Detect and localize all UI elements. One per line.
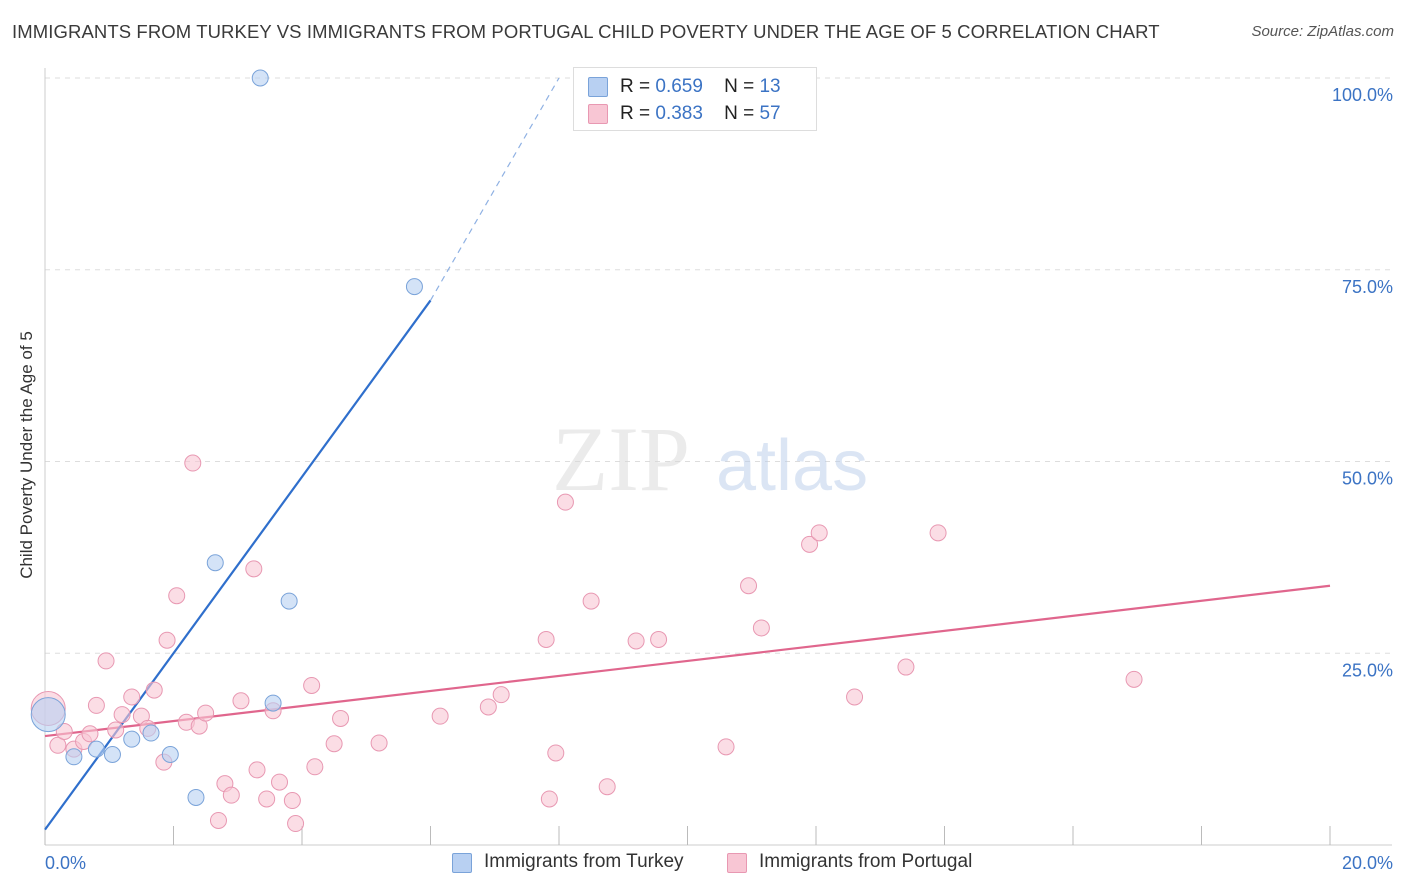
turkey-trend-line [44,299,432,831]
turkey-point [142,724,160,742]
turkey-n-label: N = [724,76,755,97]
portugal-point [325,735,343,753]
portugal-trend-line [44,584,1331,738]
portugal-point [929,524,947,542]
turkey-point [405,278,423,296]
portugal-point [232,692,250,710]
portugal-point [113,706,131,724]
turkey-n-value: 13 [759,76,781,97]
watermark: ZIP atlas [552,408,868,510]
portugal-point [271,773,289,791]
x-tick-label: 0.0% [45,853,86,873]
portugal-point [479,698,497,716]
x-tick-label: 20.0% [1342,853,1393,873]
portugal-point [717,738,735,756]
portugal-point [209,811,227,829]
correlation-legend: R = 0.659 N = 13 R = 0.383 N = 57 [573,67,817,131]
turkey-point [65,748,83,766]
portugal-point [245,560,263,578]
bottom-turkey-label: Immigrants from Turkey [484,851,684,872]
portugal-point [547,744,565,762]
y-tick-label: 50.0% [1342,469,1393,489]
portugal-point [370,734,388,752]
y-axis-label: Child Poverty Under the Age of 5 [17,331,36,579]
portugal-point [49,736,67,754]
bottom-turkey-swatch [452,853,472,873]
portugal-point [431,707,449,725]
axes [44,68,1392,846]
turkey-point [123,730,141,748]
portugal-point [537,630,555,648]
portugal-point [87,696,105,714]
trend-lines [44,77,1331,831]
portugal-point [197,704,215,722]
portugal-point [810,524,828,542]
portugal-point [287,815,305,833]
portugal-n-label: N = [724,103,755,124]
portugal-point [598,778,616,796]
grid-lines [45,77,1392,654]
bottom-portugal-label: Immigrants from Portugal [759,851,973,872]
portugal-points [30,454,1143,833]
turkey-point [187,788,205,806]
portugal-r-value: 0.383 [655,103,703,124]
portugal-point [897,658,915,676]
portugal-point [222,786,240,804]
bottom-portugal-swatch [727,853,747,873]
turkey-point [280,592,298,610]
turkey-point [30,697,66,733]
portugal-point [627,632,645,650]
portugal-point [752,619,770,637]
portugal-point [306,758,324,776]
portugal-point [55,722,73,740]
turkey-point [87,740,105,758]
portugal-n-value: 57 [759,103,781,124]
portugal-point [650,630,668,648]
y-tick-label: 100.0% [1332,85,1393,105]
portugal-point [740,577,758,595]
portugal-point [158,631,176,649]
portugal-point [145,681,163,699]
portugal-point [801,535,819,553]
turkey-points [30,69,423,806]
y-tick-label: 25.0% [1342,660,1393,680]
turkey-swatch [588,77,608,97]
portugal-point [168,587,186,605]
turkey-r-label: R = [620,76,651,97]
turkey-point [161,745,179,763]
portugal-point [97,652,115,670]
turkey-point [206,554,224,572]
turkey-point [103,745,121,763]
portugal-point [332,709,350,727]
portugal-point [283,792,301,810]
portugal-point [123,688,141,706]
source-label: Source: ZipAtlas.com [1251,23,1394,40]
turkey-point [264,694,282,712]
watermark-atlas: atlas [716,426,868,506]
chart-title: IMMIGRANTS FROM TURKEY VS IMMIGRANTS FRO… [12,21,1160,42]
portugal-point [303,676,321,694]
portugal-point [582,592,600,610]
watermark-zip: ZIP [552,408,690,510]
portugal-point [81,725,99,743]
portugal-point [258,790,276,808]
portugal-point [540,790,558,808]
portugal-point [184,454,202,472]
portugal-point [107,721,125,739]
portugal-point [846,688,864,706]
turkey-trend-extension [429,77,560,301]
turkey-r-value: 0.659 [655,76,703,97]
portugal-point [248,761,266,779]
turkey-point [251,69,269,87]
portugal-point [492,686,510,704]
portugal-r-label: R = [620,103,651,124]
portugal-point [556,493,574,511]
tick-labels: 25.0% 50.0% 75.0% 100.0% 0.0% 20.0% [45,85,1393,873]
y-tick-label: 75.0% [1342,277,1393,297]
portugal-swatch [588,104,608,124]
portugal-point [1125,670,1143,688]
